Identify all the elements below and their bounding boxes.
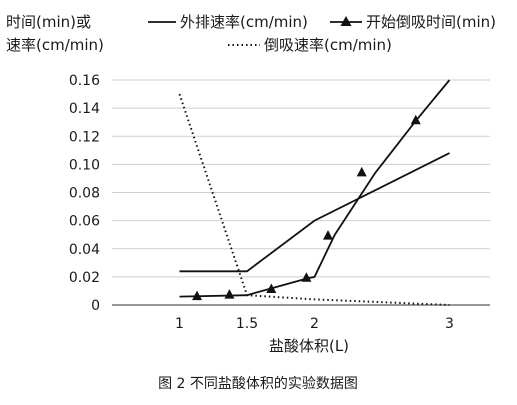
x-tick-label: 1 <box>175 316 184 332</box>
series-marker-triangle <box>301 272 312 282</box>
y-tick-labels: 0 0.02 0.04 0.06 0.08 0.10 0.12 0.14 0.16 <box>69 73 100 314</box>
x-tick-label: 3 <box>445 316 454 332</box>
series-marker-triangle <box>323 230 333 240</box>
series-marker-triangle <box>224 289 235 299</box>
series-marker-triangle <box>410 114 421 125</box>
y-tick-label: 0.08 <box>69 186 100 202</box>
y-tick-label: 0.10 <box>69 157 100 173</box>
series-marker-triangle <box>192 290 203 301</box>
y-tick-label: 0 <box>91 298 100 314</box>
y-tick-label: 0.14 <box>69 101 100 117</box>
gridlines <box>112 79 490 278</box>
series-line-solid <box>179 152 450 273</box>
legend-label-triangle: 开始倒吸时间(min) <box>366 13 496 31</box>
legend-triangle-icon <box>340 16 352 26</box>
series-line-dotted <box>178 93 450 306</box>
y-axis-label-line2: 速率(cm/min) <box>6 36 104 54</box>
y-tick-label: 0.12 <box>69 129 100 145</box>
y-tick-label: 0.02 <box>69 270 100 286</box>
legend-label-dotted: 倒吸速率(cm/min) <box>264 36 392 54</box>
x-axis-label: 盐酸体积(L) <box>269 337 349 355</box>
y-tick-label: 0.06 <box>69 214 100 230</box>
x-tick-label: 1.5 <box>236 316 258 332</box>
series-marker-triangle <box>266 283 277 294</box>
series-line-triangle <box>179 79 451 298</box>
y-tick-label: 0.16 <box>69 73 100 89</box>
x-tick-labels: 1 1.5 2 3 <box>175 316 454 332</box>
x-tick-label: 2 <box>310 316 319 332</box>
y-axis-label-line1: 时间(min)或 <box>6 13 91 31</box>
legend: 外排速率(cm/min) 开始倒吸时间(min) 倒吸速率(cm/min) <box>148 13 496 54</box>
y-tick-label: 0.04 <box>69 242 100 258</box>
figure-caption: 图 2 不同盐酸体积的实验数据图 <box>158 376 358 392</box>
legend-label-solid: 外排速率(cm/min) <box>180 13 308 31</box>
series-group <box>178 79 451 306</box>
series-marker-triangle <box>356 166 367 177</box>
